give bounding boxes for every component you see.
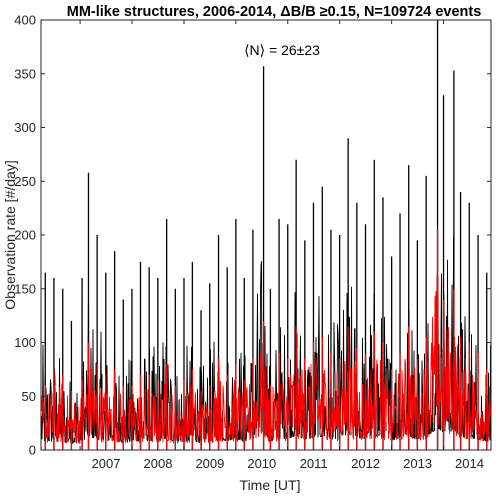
x-tick-label: 2012 — [351, 456, 380, 471]
x-tick-label: 2007 — [92, 456, 121, 471]
mean-annotation: ⟨N⟩ = 26±23 — [244, 42, 320, 58]
y-tick-label: 150 — [14, 281, 36, 296]
y-tick-label: 100 — [14, 335, 36, 350]
x-tick-label: 2008 — [144, 456, 173, 471]
y-tick-label: 400 — [14, 13, 36, 28]
y-tick-label: 50 — [22, 389, 36, 404]
x-axis-label: Time [UT] — [240, 477, 301, 493]
series-smoothed-rate — [44, 229, 488, 450]
x-tick-label: 2014 — [455, 456, 484, 471]
chart-title: MM-like structures, 2006-2014, ΔB/B ≥0.1… — [67, 4, 482, 20]
y-tick-label: 250 — [14, 174, 36, 189]
x-tick-label: 2010 — [247, 456, 276, 471]
x-tick-label: 2009 — [195, 456, 224, 471]
y-tick-label: 350 — [14, 66, 36, 81]
y-axis: 0 50 100 150 200 250 300 350 400 — [14, 13, 491, 458]
y-tick-label: 0 — [29, 443, 36, 458]
x-axis: 2007 2008 2009 2010 2011 2012 2013 2014 — [79, 20, 484, 471]
y-axis-label: Observation rate [#/day] — [2, 160, 18, 309]
x-tick-label: 2011 — [300, 456, 328, 471]
y-tick-label: 200 — [14, 228, 36, 243]
smoothed-rate-fluctuations — [41, 274, 491, 445]
fluctuation-trace — [41, 274, 491, 445]
x-tick-label: 2013 — [403, 456, 432, 471]
plot-area — [41, 20, 491, 450]
y-tick-label: 300 — [14, 120, 36, 135]
